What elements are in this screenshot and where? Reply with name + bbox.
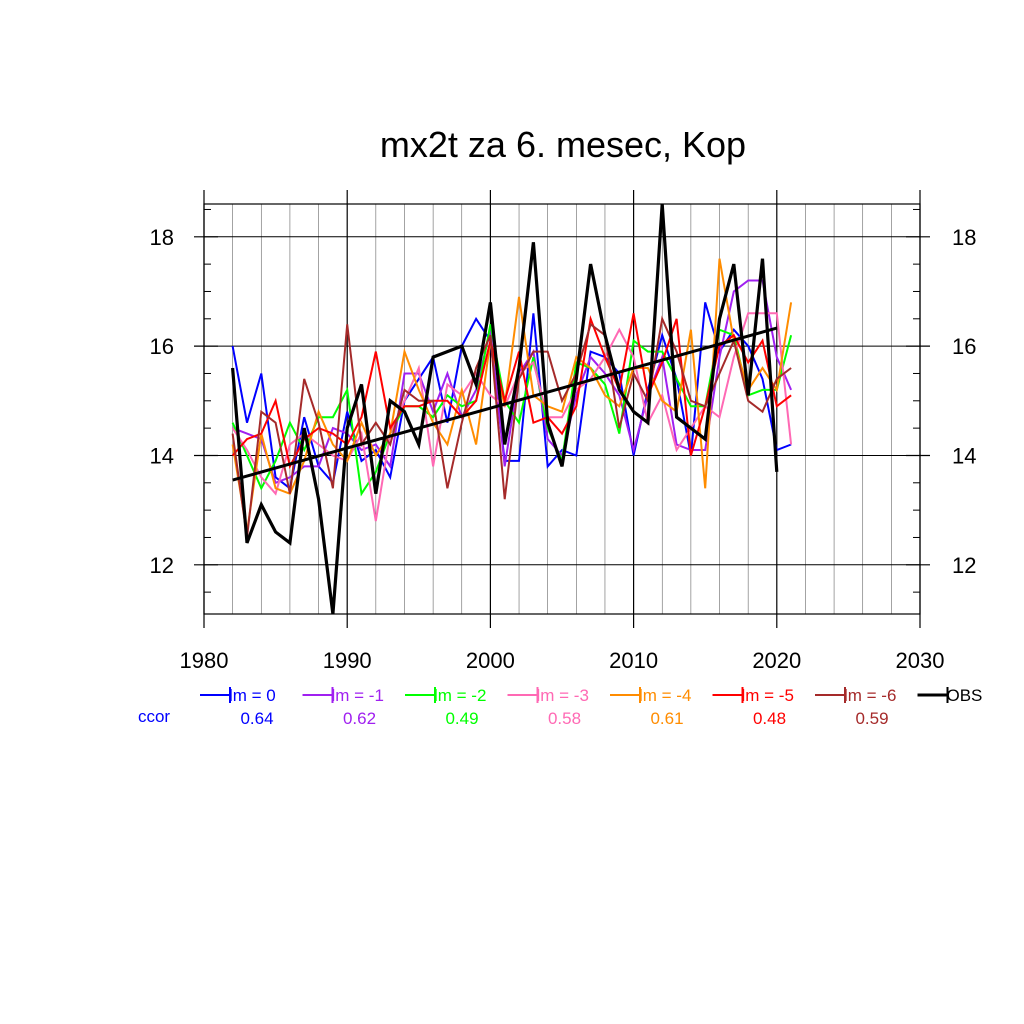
ticks-layer: 1980 1990 2000 2010 2020 2030 12 12 14 14 16 16 18 18 — [150, 190, 976, 673]
legend-label-4: lm = -4 — [639, 686, 691, 705]
legend-ccor-4: 0.61 — [650, 709, 683, 728]
legend-label-3: lm = -3 — [537, 686, 589, 705]
y-tick-label-right: 14 — [952, 443, 976, 468]
y-tick-label: 12 — [150, 553, 174, 578]
y-tick-label: 18 — [150, 225, 174, 250]
x-tick-label: 2000 — [466, 648, 515, 673]
legend-label-7: OBS — [947, 686, 983, 705]
series-line-5 — [231, 313, 792, 470]
legend-ccor-2: 0.49 — [445, 709, 478, 728]
legend-label-5: lm = -5 — [742, 686, 794, 705]
y-tick-label: 16 — [150, 334, 174, 359]
x-tick-label: 2020 — [752, 648, 801, 673]
series-line-4 — [231, 258, 793, 533]
legend-ccor-3: 0.58 — [548, 709, 581, 728]
trend-line — [232, 326, 778, 482]
x-tick-label: 2030 — [896, 648, 945, 673]
x-tick-label: 1980 — [180, 648, 229, 673]
legend-ccor-6: 0.59 — [855, 709, 888, 728]
series-layer — [231, 203, 793, 615]
legend: ccor lm = 0 0.64 lm = -1 0.62 lm = -2 0.49 lm =… — [138, 686, 982, 728]
legend-label-6: lm = -6 — [844, 686, 896, 705]
y-tick-label-right: 12 — [952, 553, 976, 578]
legend-label-0: lm = 0 — [229, 686, 276, 705]
plot-frame — [203, 203, 921, 615]
x-tick-label: 1990 — [323, 648, 372, 673]
series-line-0 — [231, 302, 792, 491]
frame-layer — [203, 203, 921, 615]
legend-ccor-5: 0.48 — [753, 709, 786, 728]
chart-title: mx2t za 6. mesec, Kop — [380, 124, 746, 165]
legend-ccor-0: 0.64 — [240, 709, 273, 728]
y-tick-label: 14 — [150, 443, 174, 468]
legend-ccor-1: 0.62 — [343, 709, 376, 728]
ccor-label: ccor — [138, 707, 170, 726]
legend-label-1: lm = -1 — [332, 686, 384, 705]
series-line-7 — [231, 203, 779, 615]
x-tick-label: 2010 — [609, 648, 658, 673]
series-line-1 — [232, 279, 793, 485]
y-tick-label-right: 16 — [952, 334, 976, 359]
y-tick-label-right: 18 — [952, 225, 976, 250]
legend-label-2: lm = -2 — [434, 686, 486, 705]
